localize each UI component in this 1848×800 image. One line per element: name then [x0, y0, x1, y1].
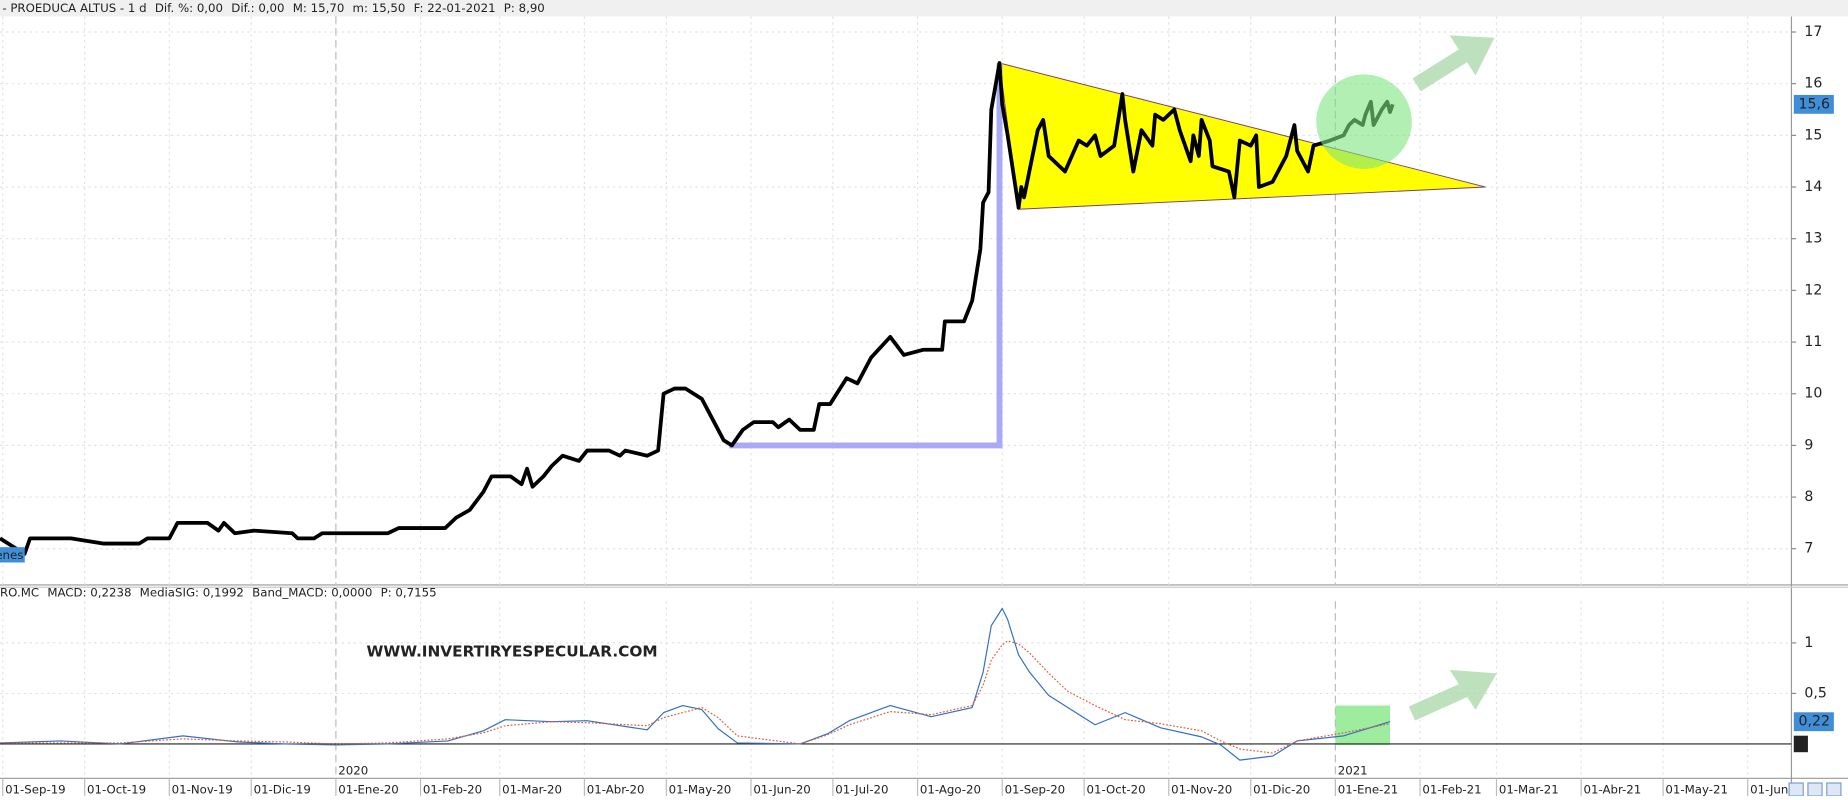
x-tick-label: 01-Oct-19 — [87, 783, 146, 796]
x-tick-label: 01-Dic-20 — [1253, 783, 1310, 796]
y-tick-label: 13 — [1804, 231, 1822, 247]
header-text: P: 0,7155 — [381, 586, 437, 600]
x-tick-label: 01-Dic-19 — [254, 783, 311, 796]
x-tick-label: 01-Nov-20 — [1171, 783, 1232, 796]
y-tick-label: 15 — [1804, 127, 1822, 143]
y-tick-label: 14 — [1804, 179, 1822, 195]
save-button[interactable] — [1807, 782, 1823, 797]
x-tick-label: 01-Ene-20 — [338, 783, 399, 796]
x-tick-label: 01-Jul-20 — [835, 783, 888, 796]
last-value-label: 15,6 — [1799, 96, 1830, 112]
x-tick-label: 01-Jun-20 — [753, 783, 810, 796]
y-tick-label: 0,5 — [1804, 685, 1826, 701]
x-tick-label: 01-Abr-21 — [1584, 783, 1642, 796]
header-text: M: 15,70 — [293, 1, 345, 15]
measure-line — [729, 63, 1003, 449]
x-tick-label: 01-Sep-20 — [1005, 783, 1066, 796]
settings-button[interactable] — [1826, 782, 1842, 797]
series-line — [0, 640, 1391, 754]
last-value-box — [1793, 94, 1834, 114]
arrow-shaft — [1408, 681, 1471, 721]
arrow — [1408, 35, 1497, 721]
arrow-shaft — [1412, 46, 1472, 92]
last-value-label: 0,22 — [1799, 714, 1830, 730]
y-tick-label: 8 — [1804, 489, 1813, 505]
highlight-box — [1335, 705, 1390, 745]
year-label: 2021 — [1338, 764, 1368, 778]
header-text: MediaSIG: 0,1992 — [140, 586, 244, 600]
axis-area — [1791, 16, 1848, 796]
x-tick-label: 01-Ene-21 — [1338, 783, 1399, 796]
arrow-head — [1449, 669, 1497, 710]
header-text: RO.MC — [0, 586, 39, 600]
arrow-head — [1449, 35, 1495, 76]
scroll-button[interactable] — [1788, 782, 1804, 797]
triangle-pattern — [998, 62, 1486, 210]
header-text: MACD: 0,2238 — [47, 586, 131, 600]
x-tick-label: 01-Nov-19 — [172, 783, 233, 796]
y-tick-label: 7 — [1804, 541, 1813, 557]
zero-label: 0 — [1797, 736, 1805, 751]
y-tick-label: 12 — [1804, 282, 1822, 298]
series-line — [0, 607, 1391, 761]
y-tick-label: 9 — [1804, 437, 1813, 453]
x-tick-label: 01-May-21 — [1665, 783, 1728, 796]
highlight-circle — [1316, 74, 1412, 169]
header-text: P: 8,90 — [504, 1, 545, 15]
watermark: WWW.INVERTIRYESPECULAR.COM — [367, 643, 658, 661]
x-tick-label: 01-Oct-20 — [1086, 783, 1145, 796]
x-tick-label: 01-Jun — [1750, 783, 1788, 796]
header-text: m: 15,50 — [353, 1, 406, 15]
y-tick-label: 11 — [1804, 334, 1822, 350]
x-tick-label: 01-Abr-20 — [587, 783, 645, 796]
y-tick-label: 1 — [1804, 635, 1813, 651]
header-text: Dif. %: 0,00 — [155, 1, 223, 15]
x-tick-label: 01-Ago-20 — [920, 783, 981, 796]
last-value-box — [1793, 712, 1834, 732]
y-tick-label: 10 — [1804, 386, 1822, 402]
corner-label: enes — [0, 548, 23, 562]
x-tick-label: 01-Mar-21 — [1499, 783, 1559, 796]
header-text: Band_MACD: 0,0000 — [252, 586, 372, 600]
x-tick-label: 01-Feb-21 — [1422, 783, 1481, 796]
header-text: Dif.: 0,00 — [231, 1, 284, 15]
y-tick-label: 17 — [1804, 24, 1822, 40]
header-bar — [0, 0, 1848, 17]
zero-box — [1793, 735, 1808, 753]
x-tick-label: 01-Sep-19 — [5, 783, 66, 796]
x-tick-label: 01-Feb-20 — [423, 783, 482, 796]
header-text: - PROEDUCA ALTUS - 1 d — [2, 1, 146, 15]
year-label: 2020 — [338, 764, 368, 778]
x-tick-label: 01-May-20 — [669, 783, 732, 796]
y-tick-label: 16 — [1804, 76, 1822, 92]
series-line — [0, 61, 1395, 556]
corner-tag — [0, 547, 25, 563]
header-text: F: 22-01-2021 — [414, 1, 496, 15]
x-tick-label: 01-Mar-20 — [502, 783, 562, 796]
